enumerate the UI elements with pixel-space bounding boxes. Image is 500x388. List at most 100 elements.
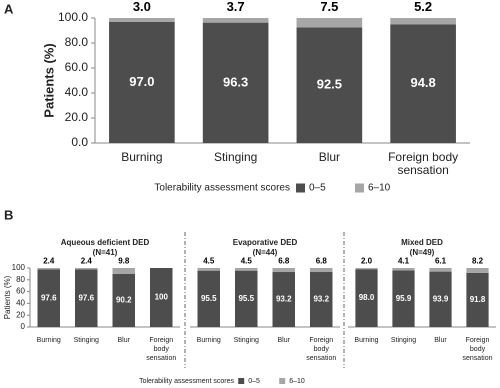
value-label: 93.2 <box>313 295 329 304</box>
bar-segment <box>466 272 489 327</box>
x-tick-label: Foreign body sensation <box>388 150 458 177</box>
bar-segment <box>296 18 363 28</box>
value-label: 95.9 <box>396 294 412 303</box>
y-tick-label: 20 <box>16 310 25 319</box>
bar-segment <box>37 268 60 270</box>
y-tick-label: 0 <box>21 322 26 331</box>
bar-segment <box>235 268 258 271</box>
group-subtitle: (N=49) <box>410 248 435 257</box>
bar-segment <box>112 268 135 274</box>
value-label: 93.2 <box>276 295 292 304</box>
bar-segment <box>355 268 378 270</box>
value-label: 4.5 <box>241 257 253 266</box>
x-tick-label: Burning <box>37 337 61 344</box>
y-tick-label: 100.0 <box>58 10 88 24</box>
bar-segment <box>112 273 135 327</box>
value-label: 4.1 <box>398 257 410 266</box>
x-tick-label: Stinging <box>391 337 416 344</box>
legend-swatch <box>355 183 364 193</box>
bar-segment <box>429 268 452 272</box>
x-tick-label: Blur <box>118 337 131 344</box>
bar-segment <box>390 18 456 25</box>
bar-segment <box>75 269 98 327</box>
bar-segment <box>197 268 220 271</box>
x-tick-label: Foreign body sensation <box>146 337 176 362</box>
x-tick-label: Stinging <box>234 337 259 344</box>
legend-title: Tolerability assessment scores <box>139 378 234 385</box>
value-label: 4.5 <box>203 257 215 266</box>
value-label: 90.2 <box>116 296 132 305</box>
value-label: 97.6 <box>41 293 57 302</box>
value-label: 95.5 <box>238 294 254 303</box>
value-label: 93.9 <box>433 294 449 303</box>
legend-label: 6–10 <box>368 183 391 194</box>
value-label: 8.2 <box>472 257 484 266</box>
x-tick-label: Stinging <box>74 337 99 344</box>
bar-segment <box>466 268 489 273</box>
x-tick-label: Blur <box>319 150 340 164</box>
y-tick-label: 40.0 <box>65 85 89 99</box>
bar-segment <box>202 22 269 143</box>
bar-segment <box>355 269 378 327</box>
bar-segment <box>197 270 220 327</box>
group-subtitle: (N=44) <box>253 248 278 257</box>
x-tick-label: Foreign body sensation <box>306 337 336 362</box>
group-title: Aqueous deficient DED <box>61 238 150 247</box>
value-label: 2.4 <box>43 257 55 266</box>
bar-segment <box>392 270 415 327</box>
legend-label: 0–5 <box>309 183 326 194</box>
x-tick-label: Blur <box>278 337 291 344</box>
bar-segment <box>429 271 452 327</box>
x-tick-label: Stinging <box>214 150 257 164</box>
y-tick-label: 20.0 <box>65 110 89 124</box>
bar-segment <box>310 272 333 327</box>
y-tick-label: 60 <box>16 287 25 296</box>
bar-segment <box>390 24 456 143</box>
group-title: Mixed DED <box>401 238 443 247</box>
bar-segment <box>109 18 175 22</box>
panel-label: A <box>4 1 14 16</box>
x-tick-label: Foreign body sensation <box>463 337 493 362</box>
x-tick-label: Burning <box>121 150 162 164</box>
legend-label: 0–5 <box>248 378 260 385</box>
value-label: 98.0 <box>359 293 375 302</box>
bar-segment <box>392 268 415 271</box>
legend-title: Tolerability assessment scores <box>154 183 290 194</box>
value-label: 5.2 <box>414 0 432 14</box>
x-tick-label: Blur <box>434 337 447 344</box>
value-label: 6.8 <box>278 257 290 266</box>
value-label: 7.5 <box>320 0 338 14</box>
legend-label: 6–10 <box>289 378 305 385</box>
bar-segment <box>310 268 333 273</box>
value-label: 97.0 <box>129 74 154 89</box>
y-tick-label: 60.0 <box>65 60 89 74</box>
bar-segment <box>109 21 175 143</box>
legend-swatch <box>279 378 286 384</box>
y-tick-label: 40 <box>16 299 25 308</box>
bar-segment <box>150 268 173 327</box>
legend-swatch <box>296 183 305 193</box>
y-tick-label: 0.0 <box>71 135 88 149</box>
value-label: 91.8 <box>470 295 486 304</box>
panel-label: B <box>4 207 13 222</box>
y-axis-label: Patients (%) <box>41 43 56 117</box>
bar-segment <box>272 268 295 273</box>
group-subtitle: (N=41) <box>93 248 118 257</box>
group-title: Evaporative DED <box>233 238 298 247</box>
bar-segment <box>272 272 295 327</box>
bar-segment <box>235 270 258 327</box>
y-tick-label: 100 <box>12 263 26 272</box>
bar-segment <box>37 269 60 327</box>
value-label: 6.8 <box>316 257 328 266</box>
value-label: 2.4 <box>81 257 93 266</box>
value-label: 94.8 <box>410 75 435 90</box>
value-label: 96.3 <box>223 74 248 89</box>
value-label: 3.0 <box>133 0 151 14</box>
y-axis-label: Patients (%) <box>3 275 12 319</box>
bar-segment <box>296 27 363 143</box>
value-label: 3.7 <box>227 0 245 14</box>
value-label: 95.5 <box>201 294 217 303</box>
value-label: 6.1 <box>435 257 447 266</box>
value-label: 2.0 <box>361 257 373 266</box>
